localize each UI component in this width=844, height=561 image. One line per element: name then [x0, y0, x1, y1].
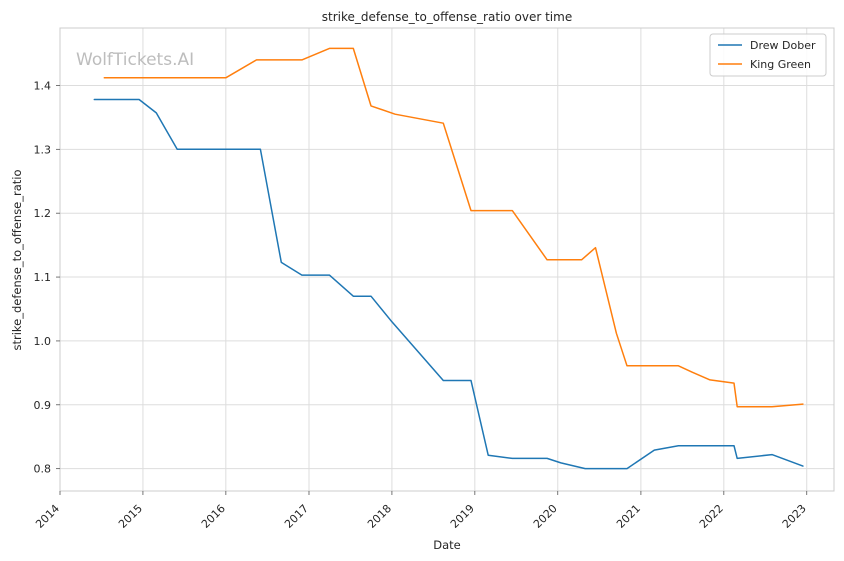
series-line-drew-dober [93, 98, 804, 470]
y-tick-label-6: 1.4 [34, 79, 52, 92]
x-axis-ticks: 2014 2015 2016 2017 2018 2019 2020 2021 2022 2023 [33, 491, 809, 531]
x-tick-label-2: 2016 [199, 502, 228, 531]
x-tick-label-3: 2017 [282, 502, 311, 531]
legend-label-drew-dober: Drew Dober [750, 39, 816, 52]
x-tick-label-4: 2018 [365, 502, 394, 531]
y-axis-label: strike_defense_to_offense_ratio [10, 169, 24, 350]
x-tick-label-0: 2014 [33, 502, 62, 531]
watermark-text: WolfTickets.AI [76, 50, 194, 70]
chart-title: strike_defense_to_offense_ratio over tim… [322, 10, 572, 24]
y-axis-ticks: 0.8 0.9 1.0 1.1 1.2 1.3 1.4 [34, 79, 60, 476]
plot-area-frame [59, 27, 835, 492]
legend: Drew Dober King Green [709, 33, 827, 77]
y-tick-label-0: 0.8 [34, 463, 52, 476]
series-line-king-green [103, 47, 804, 408]
x-tick-label-8: 2022 [697, 502, 726, 531]
y-tick-label-3: 1.1 [34, 271, 52, 284]
series-lines [93, 47, 804, 470]
x-tick-label-5: 2019 [448, 502, 477, 531]
grid-lines [59, 28, 834, 491]
legend-label-king-green: King Green [750, 58, 811, 71]
x-tick-label-1: 2015 [116, 502, 145, 531]
y-tick-label-5: 1.3 [34, 143, 52, 156]
x-tick-label-9: 2023 [780, 502, 809, 531]
x-tick-label-7: 2021 [614, 502, 643, 531]
y-tick-label-1: 0.9 [34, 399, 52, 412]
y-tick-label-2: 1.0 [34, 335, 52, 348]
x-tick-label-6: 2020 [531, 502, 560, 531]
y-tick-label-4: 1.2 [34, 207, 52, 220]
x-axis-label: Date [433, 538, 461, 552]
